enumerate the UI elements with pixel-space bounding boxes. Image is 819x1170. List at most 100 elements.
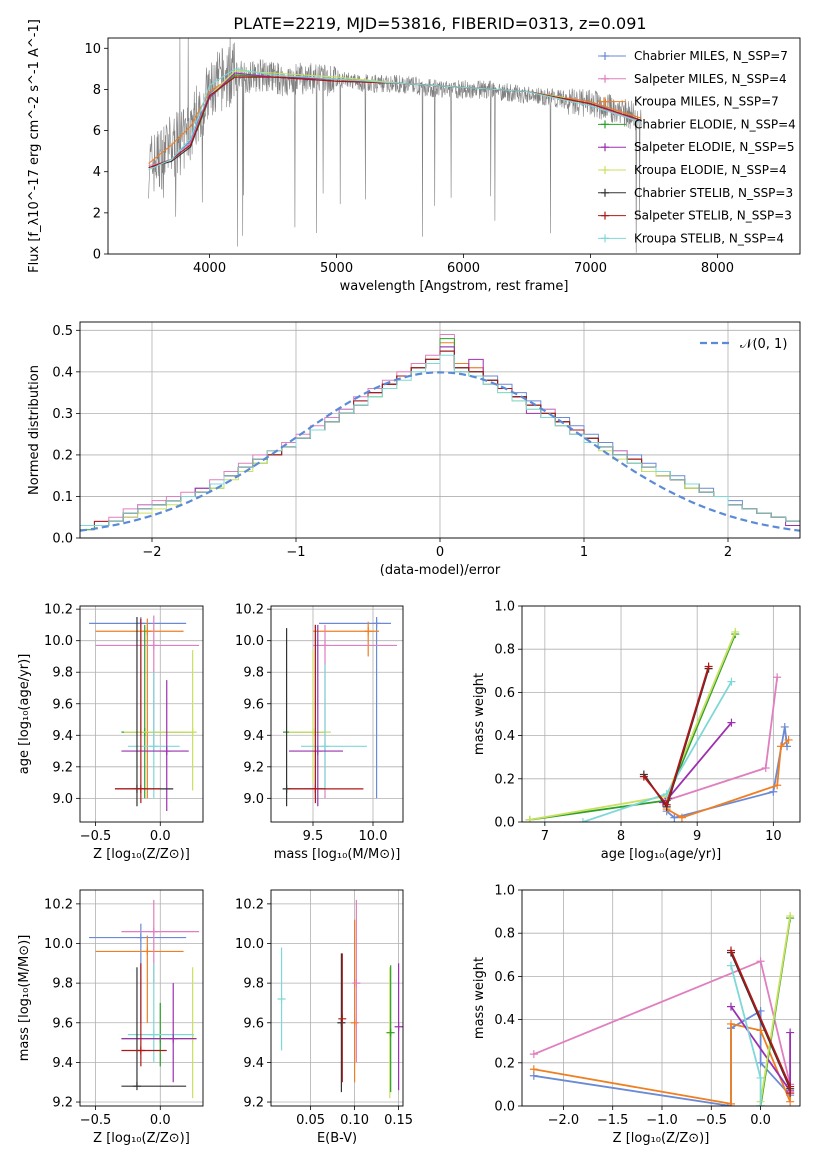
x-tick-label: −1.0 xyxy=(646,1113,678,1128)
legend-marker xyxy=(601,143,609,152)
panel-2-axes: −0.5 0.0 9.0 9.2 9.4 9.6 9.8 10.0 10.2 Z [log₁₀(Z… xyxy=(17,603,203,862)
chart-title: PLATE=2219, MJD=53816, FIBERID=0313, z=0… xyxy=(233,14,646,33)
series-point xyxy=(786,911,795,920)
y-tick-label: 0.0 xyxy=(494,816,515,831)
data-point xyxy=(149,742,158,751)
y-tick-label: 9.2 xyxy=(243,760,264,775)
y-tick-label: 9.4 xyxy=(243,1056,264,1071)
panel-7-frame xyxy=(521,889,801,1107)
panel-6-frame xyxy=(270,889,404,1107)
y-tick-label: 6 xyxy=(93,124,101,139)
data-point xyxy=(311,784,320,793)
x-tick-label: 8 xyxy=(617,829,625,844)
data-point xyxy=(352,979,361,988)
series-point xyxy=(529,1065,538,1074)
errorbars-5 xyxy=(89,899,200,1099)
series-point xyxy=(727,718,736,727)
x-axis-label: E(B-V) xyxy=(317,1131,357,1146)
errorbars-6 xyxy=(277,899,403,1099)
series-point xyxy=(677,813,686,822)
y-tick-label: 0.6 xyxy=(494,970,515,985)
x-tick-label: 7000 xyxy=(574,261,607,276)
x-tick-label: −2 xyxy=(142,545,161,560)
panel-4-frame xyxy=(521,605,801,823)
legend-marker xyxy=(601,120,609,129)
data-point xyxy=(149,1030,158,1039)
x-tick-label: 2 xyxy=(724,545,732,560)
panel-2-frame xyxy=(79,605,204,823)
model-line-7 xyxy=(148,76,642,169)
y-tick-label: 0.8 xyxy=(494,927,515,942)
x-tick-label: −1 xyxy=(286,545,305,560)
data-point xyxy=(277,994,286,1003)
x-axis-label: mass [log₁₀(M/M⊙)] xyxy=(274,847,401,862)
x-tick-label: 0.15 xyxy=(384,1113,413,1128)
y-tick-label: 0.4 xyxy=(494,1013,515,1028)
data-point xyxy=(136,933,145,942)
y-tick-label: 9.2 xyxy=(52,760,73,775)
series-point xyxy=(786,1028,795,1037)
x-axis-label: Z [log₁₀(Z/Z⊙)] xyxy=(613,1131,710,1146)
y-tick-label: 9.8 xyxy=(243,977,264,992)
normal-curve xyxy=(80,371,800,532)
y-tick-label: 1.0 xyxy=(494,884,515,899)
y-tick-label: 9.0 xyxy=(52,792,73,807)
x-tick-label: 7 xyxy=(541,829,549,844)
legend-marker xyxy=(601,188,609,197)
x-tick-label: 0.0 xyxy=(150,1113,171,1128)
series-point xyxy=(662,800,671,809)
series-point xyxy=(786,1089,795,1098)
x-tick-label: 0.05 xyxy=(296,1113,325,1128)
data-point xyxy=(136,784,145,793)
legend-label: Salpeter STELIB, N_SSP=3 xyxy=(634,209,792,223)
data-point xyxy=(337,1018,346,1027)
series-point xyxy=(786,1097,795,1106)
data-point xyxy=(169,1034,178,1043)
data-point xyxy=(372,619,381,628)
series-point xyxy=(756,1102,765,1106)
y-tick-label: 1.0 xyxy=(494,600,515,615)
data-point xyxy=(162,747,171,756)
x-tick-label: 10 xyxy=(765,829,782,844)
panel-0-axes: 4000 5000 6000 7000 8000 0 2 4 6 8 10 wavelength [A… xyxy=(27,19,734,294)
x-tick-label: −0.5 xyxy=(80,1113,112,1128)
series-point xyxy=(529,1050,538,1059)
panel-0-frame xyxy=(107,37,801,255)
series-point xyxy=(726,1019,735,1028)
model-line-0 xyxy=(148,74,642,169)
y-tick-label: 9.2 xyxy=(243,1096,264,1111)
y-axis-label: Normed distribution xyxy=(27,365,42,495)
y-tick-label: 9.0 xyxy=(243,792,264,807)
x-tick-label: 9.5 xyxy=(303,829,324,844)
x-tick-label: 6000 xyxy=(447,261,480,276)
y-tick-label: 10.2 xyxy=(235,603,264,618)
series-point xyxy=(756,1073,765,1082)
y-tick-label: 9.8 xyxy=(52,977,73,992)
model-line-8 xyxy=(148,68,642,171)
data-point xyxy=(394,1022,403,1031)
legend-label: Kroupa STELIB, N_SSP=4 xyxy=(634,231,784,245)
series-point xyxy=(704,662,713,671)
x-tick-label: 0.10 xyxy=(340,1113,369,1128)
data-point xyxy=(350,1018,359,1027)
histograms xyxy=(80,334,800,532)
y-tick-label: 0.2 xyxy=(494,1056,515,1071)
panel-1-frame xyxy=(79,321,801,539)
series-point xyxy=(525,815,534,822)
x-tick-label: 0 xyxy=(436,545,444,560)
series-point xyxy=(756,957,765,966)
y-tick-label: 9.2 xyxy=(52,1096,73,1111)
errorbars-2 xyxy=(89,615,200,811)
y-axis-label: mass weight xyxy=(472,673,487,755)
y-tick-label: 10.0 xyxy=(235,937,264,952)
legend-marker xyxy=(601,74,609,83)
data-point xyxy=(338,1014,347,1023)
x-tick-label: 0.0 xyxy=(750,1113,771,1128)
data-point xyxy=(321,742,329,751)
series-point xyxy=(726,1002,735,1011)
y-tick-label: 0.8 xyxy=(494,643,515,658)
series-line-2 xyxy=(666,677,779,802)
y-tick-label: 9.4 xyxy=(52,729,73,744)
y-axis-label: mass weight xyxy=(472,957,487,1039)
legend-label: 𝒩(0, 1) xyxy=(740,337,787,352)
